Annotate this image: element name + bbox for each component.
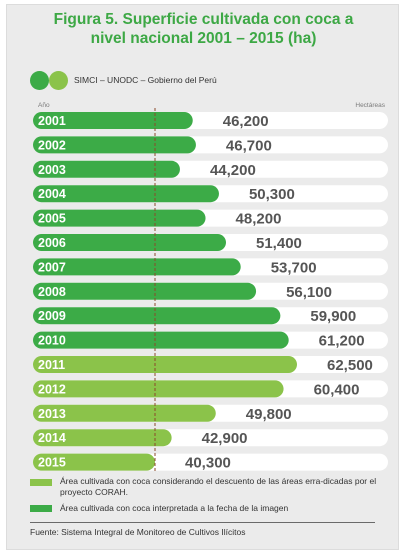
year-label-2004: 2004 [38,187,66,201]
year-label-2002: 2002 [38,138,66,152]
value-label-2011: 62,500 [327,357,373,374]
bar-2015 [33,453,155,471]
bar-2007 [33,258,241,276]
footer-source: Fuente: Sistema Integral de Monitoreo de… [30,527,246,537]
legend-swatch-dark [30,505,52,512]
legend-swatch-light [30,479,52,486]
value-label-2002: 46,700 [226,137,272,154]
footer-divider [30,522,375,523]
year-label-2015: 2015 [38,456,66,470]
year-label-2013: 2013 [38,407,66,421]
value-label-2010: 61,200 [319,333,365,350]
value-label-2009: 59,900 [310,308,356,325]
year-label-2014: 2014 [38,431,66,445]
bar-2005 [33,209,206,227]
bar-2006 [33,234,226,251]
value-label-2003: 44,200 [210,162,256,179]
year-label-2009: 2009 [38,309,66,323]
bar-2010 [33,331,289,349]
bar-2011 [33,356,297,373]
bar-2009 [33,307,281,325]
value-label-2006: 51,400 [256,235,302,252]
value-label-2007: 53,700 [271,259,317,276]
value-label-2005: 48,200 [236,211,282,228]
bar-2003 [33,160,180,178]
legend-text-interpreted: Área cultivada con coca interpretada a l… [60,503,289,513]
year-label-2005: 2005 [38,212,66,226]
year-label-2007: 2007 [38,260,66,274]
year-label-2010: 2010 [38,334,66,348]
year-label-2006: 2006 [38,236,66,250]
value-label-2004: 50,300 [249,186,295,203]
legend-text-corah: Área cultivada con coca considerando el … [60,476,377,497]
chart-title: Figura 5. Superficie cultivada con coca … [0,10,407,48]
year-label-2001: 2001 [38,114,66,128]
value-label-2013: 49,800 [246,406,292,423]
bar-2014 [33,429,172,447]
year-label-2008: 2008 [38,285,66,299]
bar-2008 [33,282,257,300]
value-label-2014: 42,900 [202,430,248,447]
source-label: SIMCI – UNODC – Gobierno del Perú [74,75,217,85]
bar-2012 [33,380,284,398]
light-green-dot-icon [49,71,68,90]
dark-green-dot-icon [30,71,49,90]
axis-label-year: Año [38,102,50,109]
value-label-2008: 56,100 [286,284,332,301]
bar-2004 [33,185,219,203]
year-label-2011: 2011 [38,358,65,372]
chart-title-line-2: nivel nacional 2001 – 2015 (ha) [90,30,317,47]
bar-2001 [33,112,193,129]
year-label-2012: 2012 [38,382,66,396]
value-label-2001: 46,200 [223,113,269,130]
bar-2013 [33,404,216,422]
value-label-2012: 60,400 [314,381,360,398]
axis-label-hectares: Hectáreas [355,102,385,109]
year-label-2003: 2003 [38,163,66,177]
value-label-2015: 40,300 [185,455,231,472]
chart-title-line-1: Figura 5. Superficie cultivada con coca … [53,11,354,28]
